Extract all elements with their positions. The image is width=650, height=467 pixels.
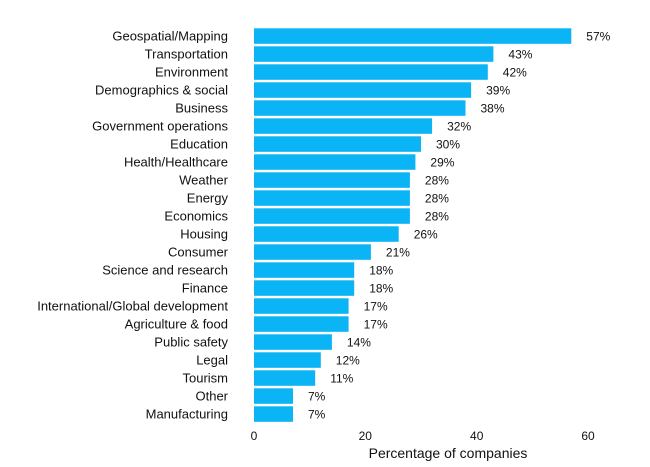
value-label-economics: 28%	[425, 210, 449, 224]
value-label-environment: 42%	[503, 66, 527, 80]
bar-economics	[254, 208, 410, 224]
value-label-housing: 26%	[414, 228, 438, 242]
x-axis-ticks: 0 20 40 60	[251, 429, 595, 443]
bar-agriculture-food	[254, 316, 349, 332]
x-tick-0: 0	[251, 429, 258, 443]
category-label-geospatial-mapping: Geospatial/Mapping	[112, 29, 228, 44]
category-label-other: Other	[195, 389, 228, 404]
bars-layer	[254, 28, 572, 422]
value-label-public-safety: 14%	[347, 336, 371, 350]
bar-weather	[254, 172, 410, 188]
category-label-business: Business	[175, 101, 228, 116]
bar-public-safety	[254, 334, 332, 350]
category-label-demographics-social: Demographics & social	[95, 83, 228, 98]
value-label-other: 7%	[308, 390, 326, 404]
value-label-government-operations: 32%	[447, 120, 471, 134]
category-label-international-global-development: International/Global development	[37, 299, 228, 314]
value-label-geospatial-mapping: 57%	[586, 30, 610, 44]
x-tick-40: 40	[470, 429, 484, 443]
category-label-finance: Finance	[182, 281, 228, 296]
category-label-legal: Legal	[196, 353, 228, 368]
bar-legal	[254, 352, 321, 368]
category-label-agriculture-food: Agriculture & food	[125, 317, 228, 332]
value-label-agriculture-food: 17%	[364, 318, 388, 332]
value-label-energy: 28%	[425, 192, 449, 206]
value-label-tourism: 11%	[330, 372, 353, 386]
category-label-health-healthcare: Health/Healthcare	[124, 155, 228, 170]
bar-finance	[254, 280, 355, 296]
category-label-economics: Economics	[164, 209, 228, 224]
bar-energy	[254, 190, 410, 206]
value-labels: 57% 43% 42% 39% 38% 32% 30% 29% 28% 28% 28% 26% 21% 1…	[308, 30, 611, 422]
bar-tourism	[254, 370, 316, 386]
value-label-consumer: 21%	[386, 246, 410, 260]
bar-international-global-development	[254, 298, 349, 314]
value-label-education: 30%	[436, 138, 460, 152]
x-tick-60: 60	[581, 429, 595, 443]
category-label-energy: Energy	[187, 191, 229, 206]
value-label-business: 38%	[481, 102, 505, 116]
bar-environment	[254, 64, 488, 80]
category-label-housing: Housing	[180, 227, 228, 242]
category-label-transportation: Transportation	[145, 47, 228, 62]
category-label-weather: Weather	[179, 173, 229, 188]
bar-manufacturing	[254, 406, 293, 422]
category-label-public-safety: Public safety	[154, 335, 228, 350]
value-label-legal: 12%	[336, 354, 360, 368]
category-label-manufacturing: Manufacturing	[146, 407, 228, 422]
bar-other	[254, 388, 293, 404]
category-labels: Geospatial/Mapping Transportation Environm…	[37, 29, 228, 422]
value-label-health-healthcare: 29%	[430, 156, 454, 170]
bar-government-operations	[254, 118, 433, 134]
x-axis-title: Percentage of companies	[369, 445, 528, 461]
value-label-demographics-social: 39%	[486, 84, 510, 98]
value-label-finance: 18%	[369, 282, 393, 296]
bar-geospatial-mapping	[254, 28, 572, 44]
bar-transportation	[254, 46, 494, 62]
bar-housing	[254, 226, 399, 242]
x-tick-20: 20	[359, 429, 373, 443]
category-label-science-and-research: Science and research	[102, 263, 228, 278]
value-label-manufacturing: 7%	[308, 408, 326, 422]
category-label-tourism: Tourism	[182, 371, 228, 386]
value-label-transportation: 43%	[508, 48, 532, 62]
bar-health-healthcare	[254, 154, 416, 170]
value-label-science-and-research: 18%	[369, 264, 393, 278]
bar-education	[254, 136, 421, 152]
category-label-environment: Environment	[155, 65, 228, 80]
bar-science-and-research	[254, 262, 355, 278]
bar-consumer	[254, 244, 371, 260]
category-label-consumer: Consumer	[168, 245, 229, 260]
bar-demographics-social	[254, 82, 472, 98]
bar-business	[254, 100, 466, 116]
value-label-international-global-development: 17%	[364, 300, 388, 314]
category-label-government-operations: Government operations	[92, 119, 228, 134]
value-label-weather: 28%	[425, 174, 449, 188]
category-label-education: Education	[170, 137, 228, 152]
